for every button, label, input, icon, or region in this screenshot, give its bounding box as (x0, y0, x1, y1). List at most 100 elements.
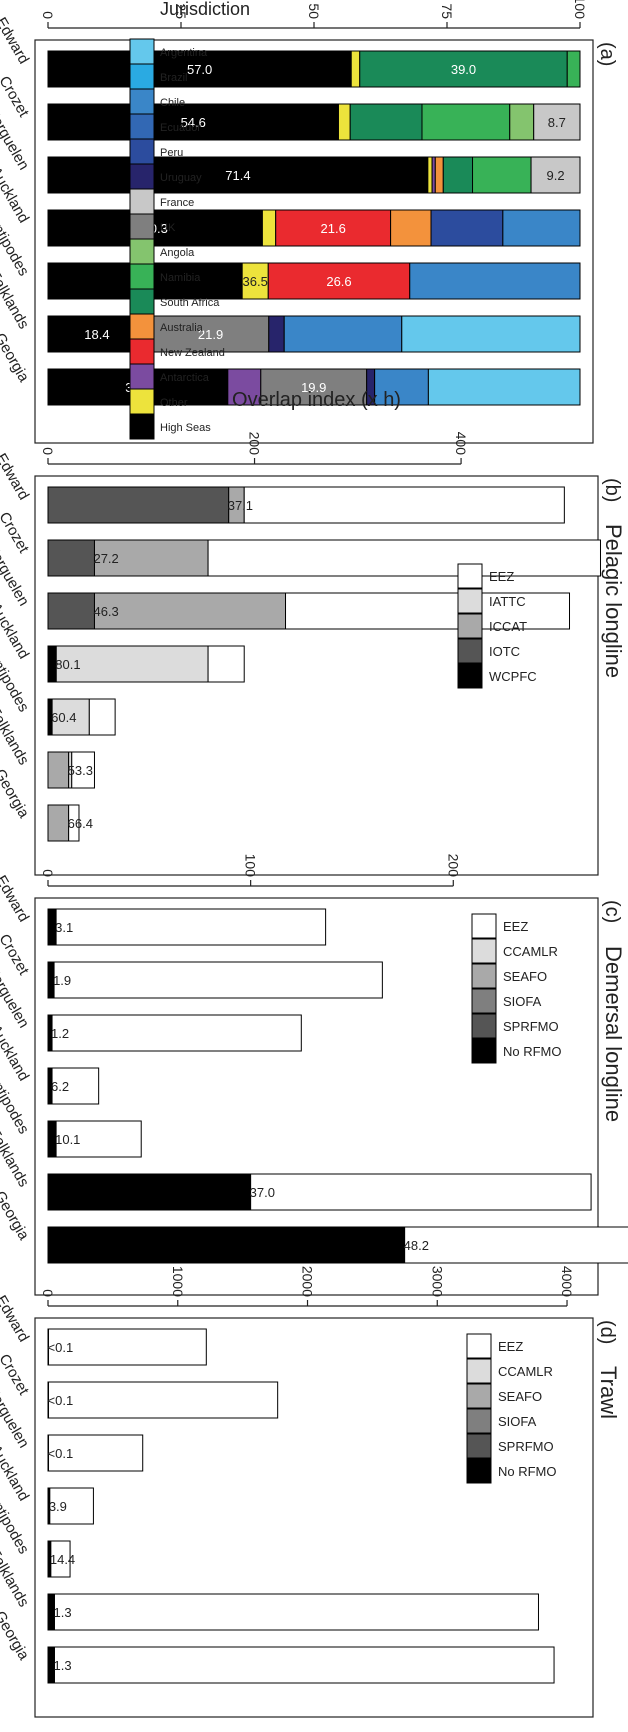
data-label: 37.0 (250, 1185, 275, 1200)
category-label: Prince Edward (0, 1252, 32, 1345)
bar-segment (48, 1434, 144, 1472)
bar-segment (243, 486, 565, 524)
bar-segment (53, 961, 383, 999)
legend-label: EEZ (503, 919, 528, 934)
legend-swatch (129, 113, 155, 140)
legend-label: EEZ (489, 569, 514, 584)
bar-segment (55, 1120, 142, 1158)
bar-segment (250, 1173, 592, 1211)
category-label: Prince Edward (0, 0, 32, 67)
bar-segment (502, 209, 581, 247)
data-label: 1.9 (53, 973, 71, 988)
legend-label: High Seas (160, 422, 211, 434)
panel-label: (c) (601, 900, 623, 923)
bar-segment (47, 486, 230, 524)
data-label: 71.4 (225, 168, 250, 183)
legend-label: New Zealand (160, 347, 225, 359)
panel-frame (34, 1317, 594, 1718)
panel-title: Pelagic longline (601, 524, 626, 678)
legend-label: Ecuador (160, 122, 201, 134)
y-tick-label: 4000 (559, 1266, 575, 1297)
legend-swatch (129, 163, 155, 190)
bar-segment (47, 1226, 406, 1264)
legend-label: UK (160, 222, 176, 234)
legend-label: CCAMLR (498, 1364, 553, 1379)
legend-label: IOTC (489, 644, 520, 659)
panel-a: 0 25 50 75 100 57.0 39.0 Prince Edward 54.6 8.7 Cr… (0, 0, 618, 444)
bar-segment (430, 209, 504, 247)
category-label: Crozet (0, 931, 33, 978)
y-tick-label: 25 (173, 3, 189, 19)
y-tick-label: 100 (572, 0, 588, 19)
data-label: <0.1 (48, 1446, 74, 1461)
bar-segment (47, 592, 95, 630)
panel-frame (34, 39, 594, 444)
bar-segment (427, 368, 581, 406)
legend-label: Namibia (160, 272, 201, 284)
bar-segment (421, 103, 511, 141)
y-tick-label: 75 (439, 3, 455, 19)
y-tick-label: 400 (453, 432, 469, 456)
bar-segment (350, 50, 361, 88)
data-label: 8.7 (548, 115, 566, 130)
data-label: 18.4 (84, 327, 109, 342)
category-label: Auckland (0, 600, 32, 662)
panel-label: (d) (596, 1320, 618, 1344)
category-label: Auckland (0, 1442, 32, 1504)
data-label: <0.1 (48, 1393, 74, 1408)
bar-segment (207, 539, 601, 577)
data-label: 10.1 (55, 1132, 80, 1147)
bar-segment (530, 156, 581, 194)
data-label: 66.4 (68, 816, 93, 831)
data-label: 54.6 (181, 115, 206, 130)
legend-label: Chile (160, 97, 185, 109)
legend-label: Peru (160, 147, 183, 159)
bar-segment (404, 1226, 628, 1264)
bar-segment (268, 315, 285, 353)
legend-swatch (129, 38, 155, 65)
legend-label: SPRFMO (498, 1439, 554, 1454)
legend-label: South Africa (160, 297, 220, 309)
data-label: 1.3 (53, 1605, 71, 1620)
bar-segment (88, 698, 116, 736)
legend-label: Uruguay (160, 172, 202, 184)
y-tick-label: 0 (40, 869, 56, 877)
bar-segment (50, 1540, 71, 1578)
bar-segment (285, 592, 571, 630)
bar-segment (53, 1646, 555, 1684)
bar-segment (48, 1328, 207, 1366)
y-tick-label: 50 (306, 3, 322, 19)
legend-swatch (466, 1433, 492, 1459)
y-tick-label: 0 (40, 11, 56, 19)
legend-label: SIOFA (498, 1414, 537, 1429)
legend-swatch (129, 138, 155, 165)
legend-swatch (457, 663, 483, 689)
legend-swatch (466, 1383, 492, 1409)
bar-segment (51, 1014, 302, 1052)
legend-label: SEAFO (503, 969, 547, 984)
category-label: Crozet (0, 1351, 33, 1398)
bar-segment (349, 103, 423, 141)
jurisdiction-legend: Jurisdiction Argentina Brazil Chile Ecuador P… (129, 0, 250, 440)
legend-label: No RFMO (503, 1044, 562, 1059)
category-label: Falklands (0, 1126, 32, 1190)
bar-segment (283, 315, 403, 353)
category-label: Auckland (0, 164, 32, 226)
bar-segment (434, 156, 444, 194)
legend-swatch (471, 938, 497, 964)
data-label: 3.1 (55, 920, 73, 935)
legend-swatch (466, 1408, 492, 1434)
data-label: 37.1 (228, 498, 253, 513)
data-label: 1.3 (53, 1658, 71, 1673)
bar-segment (47, 751, 70, 789)
bar-segment (509, 103, 535, 141)
panel-label: (b) (601, 478, 623, 502)
bar-segment (49, 1487, 94, 1525)
legend-label: Brazil (160, 72, 188, 84)
category-label: Crozet (0, 73, 33, 120)
legend-swatch (457, 613, 483, 639)
bar-segment (47, 539, 95, 577)
